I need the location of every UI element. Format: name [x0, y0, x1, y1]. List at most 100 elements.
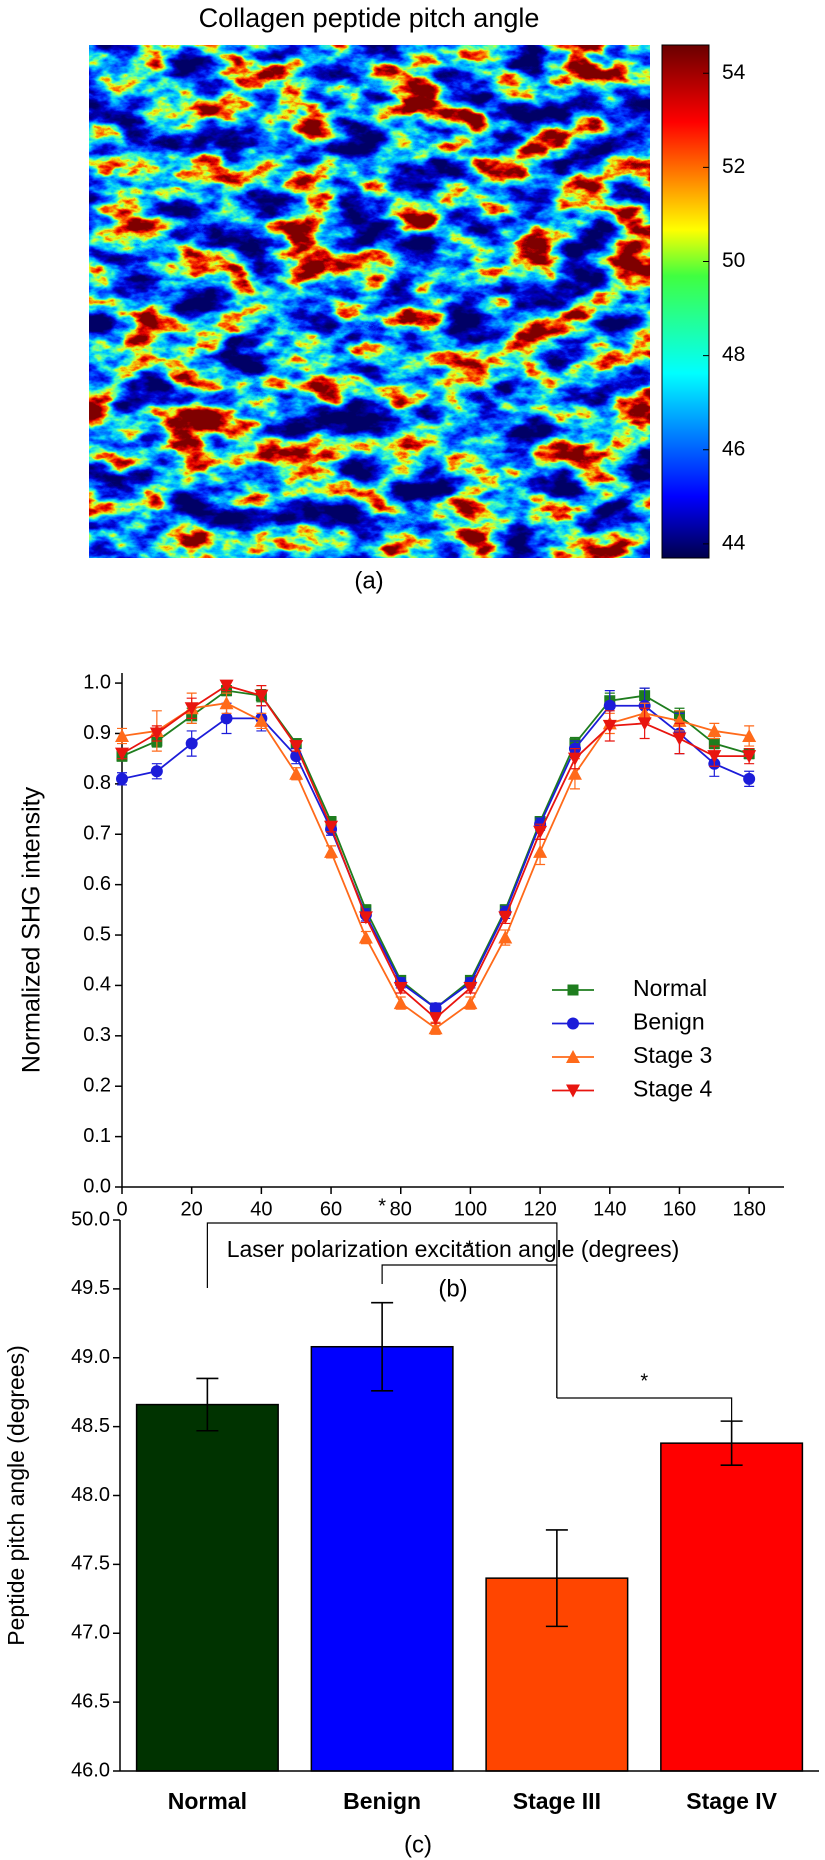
colorbar-tick-label: 46: [722, 437, 745, 460]
colorbar: [661, 44, 710, 559]
y-tick-label: 49.5: [71, 1277, 110, 1299]
data-point: [324, 820, 339, 834]
data-point: [498, 930, 513, 944]
data-point: [742, 728, 757, 742]
data-point: [743, 772, 756, 785]
y-tick-label: 0.8: [83, 772, 111, 794]
y-tick-label: 0.9: [83, 722, 111, 744]
y-tick-label: 0.3: [83, 1024, 111, 1046]
x-tick-label: 140: [593, 1198, 626, 1220]
significance-bracket: [381, 1264, 558, 1398]
data-point: [219, 696, 234, 710]
y-tick-label: 0.1: [83, 1125, 111, 1147]
data-point: [463, 996, 478, 1010]
x-tick-label: 180: [732, 1198, 765, 1220]
data-point: [603, 699, 616, 712]
y-tick-label: 48.0: [71, 1484, 110, 1506]
y-tick-label: 0.0: [83, 1175, 111, 1197]
data-point: [184, 702, 199, 716]
caption: (a): [354, 567, 383, 594]
x-axis-label: Laser polarization excitation angle (deg…: [227, 1236, 680, 1262]
y-tick-label: 47.5: [71, 1553, 110, 1575]
x-tick-label: Normal: [168, 1788, 247, 1814]
legend-label: Benign: [633, 1009, 705, 1035]
data-point: [429, 1002, 442, 1015]
data-point: [672, 732, 687, 746]
data-point: [393, 996, 408, 1010]
data-point: [742, 750, 757, 764]
colorbar-tick-label: 54: [722, 61, 746, 84]
data-point: [428, 1012, 443, 1026]
data-point: [115, 747, 129, 761]
bar: [660, 1442, 804, 1772]
data-point: [393, 981, 408, 995]
x-tick-label: 80: [390, 1198, 412, 1220]
data-point: [220, 712, 233, 725]
heatmap-image: [89, 45, 650, 558]
data-point: [707, 723, 722, 737]
significance-label: *: [466, 1237, 474, 1259]
data-point: [498, 911, 513, 925]
error-bar: [545, 1529, 568, 1628]
x-tick-label: Benign: [343, 1788, 421, 1814]
data-point: [358, 911, 373, 925]
data-point: [567, 752, 582, 766]
x-tick-label: 160: [663, 1198, 696, 1220]
bar: [310, 1345, 454, 1772]
colorbar-tick-label: 44: [722, 531, 746, 554]
data-point: [219, 679, 234, 693]
y-tick-label: 46.0: [71, 1759, 110, 1781]
data-point: [324, 844, 339, 858]
y-tick-label: 50.0: [71, 1208, 110, 1230]
y-tick-label: 49.0: [71, 1346, 110, 1368]
chart-title: Collagen peptide pitch angle: [199, 3, 540, 33]
data-point: [254, 689, 269, 703]
x-tick-label: 60: [320, 1198, 342, 1220]
y-tick-label: 46.5: [71, 1690, 110, 1712]
caption: (b): [438, 1275, 467, 1302]
x-tick-label: 100: [454, 1198, 487, 1220]
y-tick-label: 48.5: [71, 1415, 110, 1437]
y-tick-label: 47.0: [71, 1622, 110, 1644]
y-tick-label: 0.2: [83, 1074, 111, 1096]
legend-marker: [567, 1017, 579, 1030]
data-point: [428, 1021, 443, 1035]
error-bar: [371, 1301, 394, 1392]
y-axis-label: Normalized SHG intensity: [18, 786, 46, 1073]
data-point: [289, 766, 304, 780]
colorbar-tick-label: 48: [722, 343, 745, 366]
legend-label: Stage 3: [633, 1042, 712, 1068]
data-point: [358, 930, 373, 944]
data-point: [115, 728, 129, 742]
data-point: [708, 738, 720, 750]
data-point: [185, 737, 198, 750]
data-point: [149, 727, 164, 741]
x-tick-label: Stage IV: [686, 1788, 777, 1814]
significance-label: *: [640, 1370, 648, 1392]
data-point: [289, 740, 304, 754]
data-point: [533, 844, 548, 858]
colorbar-tick-label: 50: [722, 249, 745, 272]
y-tick-label: 0.4: [83, 974, 111, 996]
data-point: [463, 981, 478, 995]
bar: [135, 1403, 279, 1772]
data-point: [150, 765, 163, 778]
x-tick-label: 120: [523, 1198, 556, 1220]
y-tick-label: 0.5: [83, 923, 111, 945]
significance-bracket: [556, 1397, 733, 1423]
y-tick-label: 0.7: [83, 823, 111, 845]
x-tick-label: 40: [250, 1198, 272, 1220]
y-axis-label: Peptide pitch angle (degrees): [3, 1345, 29, 1645]
legend-marker: [567, 984, 579, 996]
legend-marker: [566, 1084, 580, 1098]
y-tick-label: 1.0: [83, 671, 111, 693]
legend-marker: [566, 1050, 580, 1063]
data-point: [116, 772, 128, 785]
colorbar-tick-label: 52: [722, 155, 745, 178]
x-tick-label: 0: [116, 1198, 127, 1220]
data-point: [254, 713, 269, 727]
data-point: [707, 750, 722, 764]
caption: (c): [404, 1831, 432, 1858]
x-tick-label: 20: [181, 1198, 203, 1220]
y-tick-label: 0.6: [83, 873, 111, 895]
